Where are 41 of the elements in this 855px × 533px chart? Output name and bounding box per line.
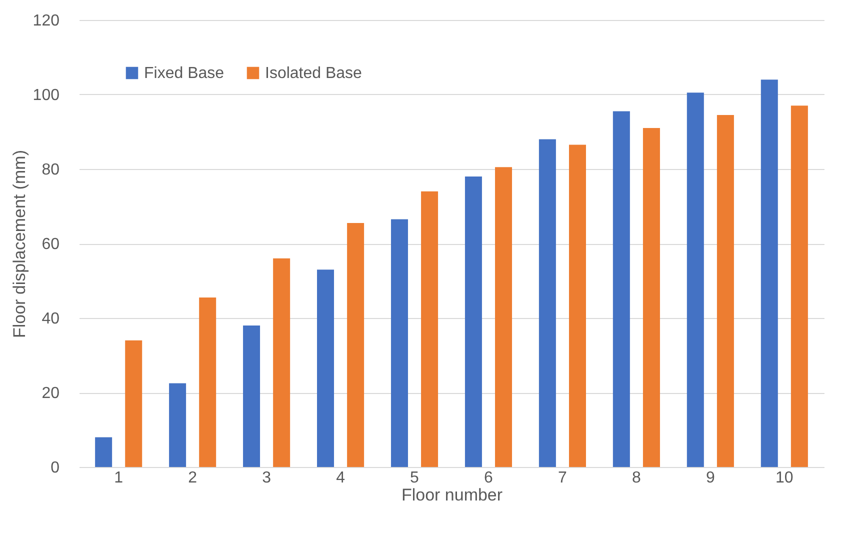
bar — [317, 270, 334, 467]
y-tick-label: 60 — [42, 236, 60, 253]
y-tick-label: 80 — [42, 162, 60, 178]
y-tick-label: 20 — [42, 385, 60, 402]
bar — [243, 325, 260, 467]
bar — [273, 258, 290, 467]
bar — [95, 437, 112, 467]
y-tick-label: 100 — [32, 87, 60, 104]
x-axis-title: Floor number — [401, 486, 503, 504]
x-tick-label: 10 — [776, 470, 794, 486]
x-tick-label: 1 — [114, 470, 124, 486]
bar — [568, 144, 586, 467]
bar — [538, 139, 556, 467]
bar — [790, 106, 808, 467]
y-tick-label: 40 — [42, 310, 60, 328]
bar — [716, 114, 734, 467]
x-tick-label: 8 — [632, 470, 641, 486]
x-tick-label: 6 — [484, 470, 494, 486]
x-tick-label: 4 — [336, 470, 346, 486]
bar — [686, 92, 704, 467]
x-tick-label: 5 — [410, 470, 420, 486]
bar — [495, 167, 512, 467]
y-tick-label: 120 — [32, 12, 60, 30]
bar — [199, 298, 216, 467]
bar — [642, 128, 660, 467]
bar — [760, 80, 778, 467]
y-tick-label: 0 — [50, 460, 60, 476]
bar — [125, 340, 142, 467]
bar — [390, 219, 408, 467]
bar — [421, 191, 438, 467]
y-axis-title: Floor displacement (mm) — [10, 150, 29, 338]
x-tick-label: 3 — [262, 470, 272, 486]
x-tick-label: 2 — [188, 470, 198, 486]
bar — [612, 111, 630, 467]
bar — [464, 176, 482, 467]
x-tick-label: 7 — [558, 470, 568, 486]
x-tick-label: 9 — [706, 470, 715, 486]
bar — [169, 383, 186, 467]
legend-label: Isolated Base — [265, 65, 362, 82]
bar — [347, 223, 364, 467]
legend-label: Fixed Base — [144, 65, 224, 82]
